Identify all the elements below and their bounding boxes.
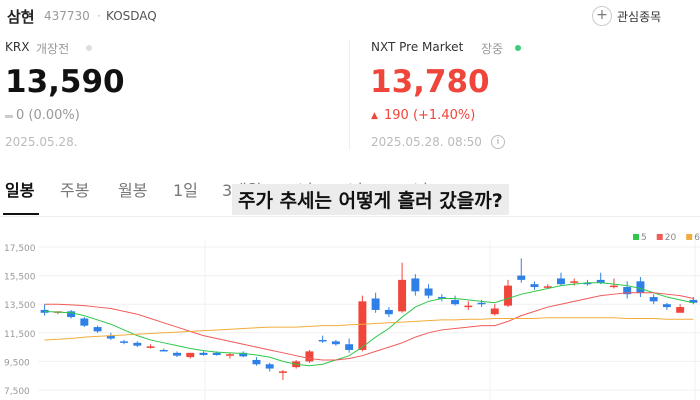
krx-price: 13,590 [5,64,125,100]
nxt-date: 2025.05.28. 08:50 [371,135,482,149]
candle-body [345,344,354,350]
nxt-price: 13,780 [370,64,490,100]
candle-body [477,302,486,305]
stock-code: 437730 [44,9,90,23]
tab[interactable]: 1일 [173,181,198,200]
legend-swatch [686,234,693,240]
add-icon[interactable]: + [592,6,612,26]
dot: · [97,9,101,23]
candle-body [689,299,698,303]
legend-label: 20 [665,233,677,243]
legend-swatch [633,234,639,240]
y-tick-label: 15,500 [4,273,36,283]
candle-body [464,305,473,308]
candle-body [636,281,645,293]
candle-body [557,278,565,285]
candle-body [186,352,195,358]
market: KOSDAQ [106,9,157,23]
tab-underline [3,213,39,215]
candle-body [358,301,367,350]
krx-status: 개장전 [36,42,70,56]
candle-body [411,278,420,292]
nxt-change: 190 (+1.40%) [384,108,476,123]
candle-body [159,349,168,352]
candle-body [265,364,274,369]
divider [349,40,350,150]
candle-body [490,308,499,315]
candle-body [173,352,181,356]
candle-body [437,297,446,299]
candle-body [451,299,460,305]
candle-body [398,279,407,312]
candle-body [530,284,539,288]
y-tick-label: 9,500 [4,358,30,368]
candle-body [278,371,287,373]
candle-body [120,341,129,343]
moving-average-line [44,317,694,341]
status-dot [86,45,92,51]
y-tick-label: 11,500 [4,330,36,340]
candle-body [252,359,261,365]
y-tick-label: 17,500 [4,244,36,254]
candle-body [93,327,102,332]
candle-body [623,287,632,295]
nxt-label: NXT Pre Market [371,40,464,54]
candle-body [331,341,340,345]
nxt-status: 장중 [481,42,504,56]
candle-body [676,307,685,313]
tab[interactable]: 주봉 [60,181,90,200]
candle-body [239,352,248,357]
candle-body [570,281,579,283]
y-tick-label: 7,500 [4,387,30,397]
candle-body [662,304,671,308]
candle-body [424,288,433,296]
legend-label: 60 [694,233,700,243]
candle-body [384,309,393,315]
candle-body [40,309,49,313]
krx-change: 0 (0.00%) [16,108,80,123]
moving-average-line [44,292,694,361]
stock-name: 삼현 [7,8,35,26]
tab[interactable]: 월봉 [118,181,148,200]
candle-body [318,339,327,342]
candle-body [67,311,76,318]
up-icon: ▲ [371,111,378,121]
caption: 주가 추세는 어떻게 흘러 갔을까? [232,184,509,215]
candle-body [199,352,208,355]
moving-average-line [44,282,694,367]
tab[interactable]: 일봉 [5,181,35,200]
candle-body [504,285,512,306]
info-icon[interactable]: i [491,135,505,149]
candle-body [226,354,234,356]
y-tick-label: 13,500 [4,301,36,311]
candle-body [517,275,526,280]
legend-label: 5 [641,233,647,243]
legend-swatch [656,234,663,240]
watch-button[interactable]: 관심종목 [617,10,662,24]
candle-body [146,346,155,348]
candle-body [596,279,605,283]
candle-body [212,352,221,355]
status-dot [515,45,521,51]
candle-body [371,298,380,310]
candle-body [609,285,618,288]
candle-body [305,351,314,362]
candle-body [106,335,115,339]
candle-body [583,282,592,285]
candle-body [543,286,552,288]
chart: 17,500 15,500 13,500 11,500 9,500 7,500 5 20 60 [4,233,700,400]
krx-label: KRX [5,40,30,54]
candle-body [80,318,89,326]
candle-body [133,342,142,346]
flat-icon [5,115,13,118]
krx-date: 2025.05.28. [5,135,78,149]
candle-body [649,297,658,302]
